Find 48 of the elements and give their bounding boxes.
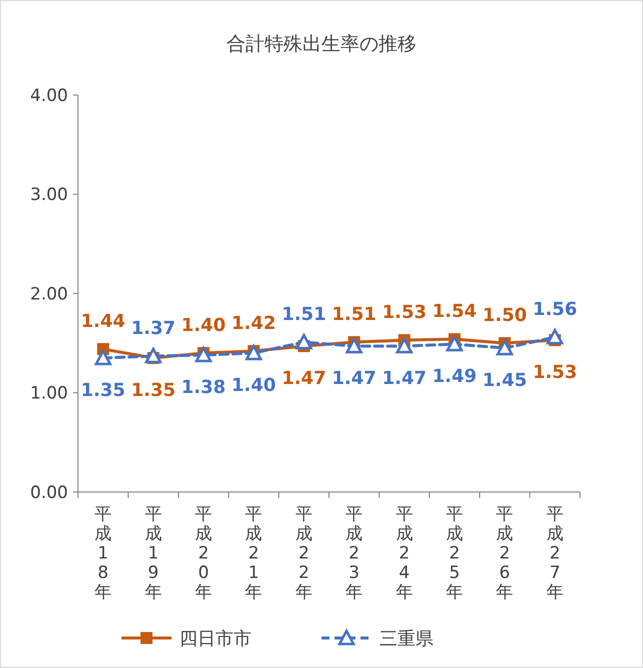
data-label: 1.44 <box>80 311 126 332</box>
data-label: 1.47 <box>382 368 427 390</box>
point <box>396 338 413 354</box>
x-tick-label: 平成20年 <box>195 504 212 602</box>
x-tick-label: 平成21年 <box>245 504 262 602</box>
x-tick-label: 平成26年 <box>496 504 514 602</box>
chart-title: 合計特殊出生率の推移 <box>226 33 416 55</box>
x-tick-label: 平成23年 <box>346 504 363 602</box>
y-tick-label: 1.00 <box>30 384 68 404</box>
x-tick-label: 平成25年 <box>446 504 463 602</box>
data-label: 1.45 <box>482 370 527 392</box>
data-label: 1.49 <box>432 366 477 388</box>
data-label: 1.54 <box>432 301 477 322</box>
y-tick-label: 0.00 <box>30 482 68 503</box>
data-label: 1.38 <box>181 377 226 398</box>
point <box>496 340 513 356</box>
data-label: 1.50 <box>482 305 527 326</box>
y-tick-label: 3.00 <box>30 185 68 206</box>
data-label: 1.56 <box>532 299 578 320</box>
x-tick-label: 平成24年 <box>396 504 413 602</box>
data-label: 1.40 <box>181 315 226 336</box>
data-label: 1.51 <box>332 304 376 326</box>
x-tick-label: 平成27年 <box>546 504 564 602</box>
data-label: 1.53 <box>532 362 578 384</box>
point <box>195 346 212 362</box>
data-label: 1.40 <box>231 375 276 396</box>
data-label: 1.53 <box>382 302 427 324</box>
y-tick-label: 2.00 <box>30 284 68 304</box>
point <box>145 348 162 364</box>
data-label: 1.47 <box>282 368 326 390</box>
y-tick-label: 4.00 <box>30 86 68 106</box>
data-label: 1.35 <box>131 380 176 402</box>
legend-label: 三重県 <box>380 628 434 650</box>
legend-label: 四日市市 <box>180 628 252 650</box>
data-label: 1.35 <box>80 380 126 402</box>
data-label: 1.42 <box>231 313 276 334</box>
data-label: 1.37 <box>131 318 176 340</box>
point <box>346 338 362 354</box>
point <box>446 336 463 352</box>
x-tick-label: 平成22年 <box>295 504 312 602</box>
point <box>296 334 312 350</box>
x-tick-label: 平成19年 <box>144 504 162 602</box>
data-label: 1.47 <box>332 368 376 390</box>
point <box>245 344 262 360</box>
x-tick-label: 平成18年 <box>94 504 112 602</box>
data-label: 1.51 <box>282 304 326 326</box>
point <box>546 328 564 344</box>
point <box>94 350 112 366</box>
